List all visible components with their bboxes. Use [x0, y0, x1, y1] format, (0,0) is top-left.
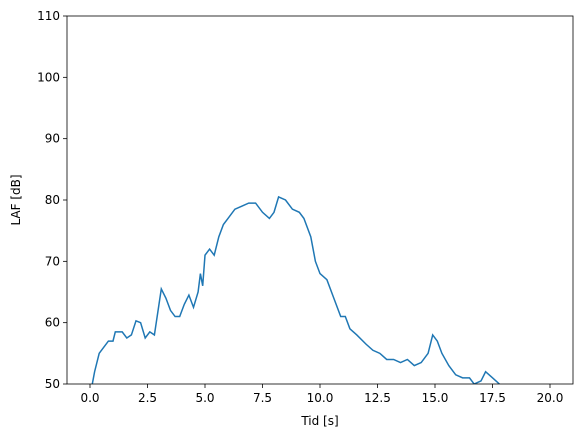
y-tick-label: 60 [45, 316, 60, 330]
x-tick-label: 10.0 [307, 391, 334, 405]
y-tick-label: 90 [45, 132, 60, 146]
y-axis-label: LAF [dB] [9, 174, 23, 225]
x-tick-label: 17.5 [479, 391, 506, 405]
x-tick-label: 12.5 [364, 391, 391, 405]
y-tick-label: 80 [45, 193, 60, 207]
data-line [91, 195, 500, 384]
x-tick-label: 0.0 [80, 391, 99, 405]
y-tick-label: 70 [45, 254, 60, 268]
y-tick-label: 100 [37, 70, 60, 84]
y-tick-label: 110 [37, 9, 60, 23]
plot-frame [66, 15, 574, 385]
x-tick-label: 5.0 [195, 391, 214, 405]
y-tick-label: 50 [45, 377, 60, 391]
x-tick-label: 15.0 [422, 391, 449, 405]
x-tick-label: 2.5 [138, 391, 157, 405]
x-axis-label: Tid [s] [300, 414, 338, 428]
x-tick-label: 20.0 [537, 391, 564, 405]
x-tick-label: 7.5 [253, 391, 272, 405]
